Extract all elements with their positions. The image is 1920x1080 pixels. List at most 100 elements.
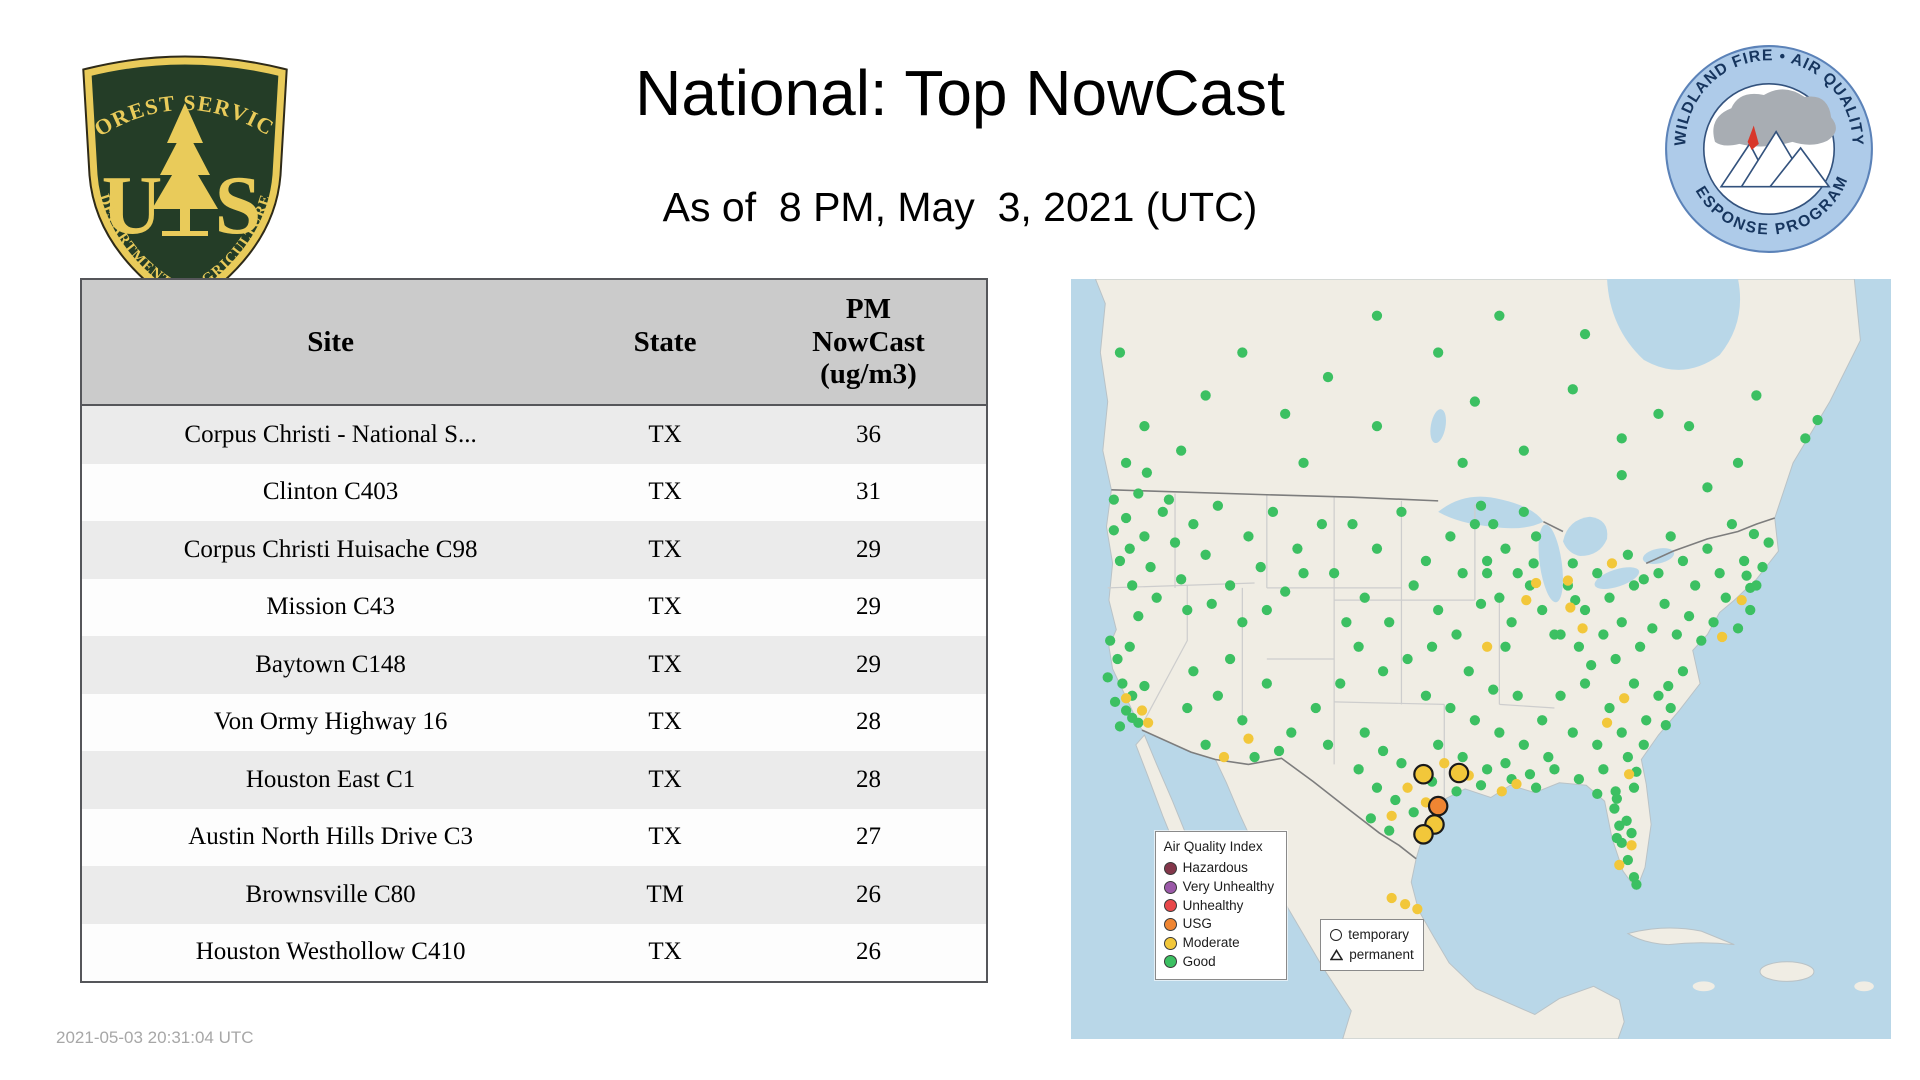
monitor-dot-good [1310,702,1321,714]
monitor-dot-good [1433,347,1444,358]
monitor-dot-moderate [1565,602,1576,613]
column-header-state: State [633,325,697,358]
monitor-dot-good [1481,764,1493,775]
monitor-dot-moderate [1614,859,1625,871]
table-row: Von Ormy Highway 16 TX 28 [82,693,986,751]
monitor-dot-moderate [1530,577,1542,589]
monitor-dot-good [1273,745,1285,757]
monitor-dot-moderate [1386,810,1397,822]
monitor-dot-good [1114,347,1126,358]
monitor-dot-good [1567,384,1578,395]
monitor-dot-good [1530,782,1542,793]
monitor-dot-good [1322,371,1334,383]
monitor-dot-good [1720,592,1731,603]
monitor-dot-moderate [1136,705,1148,716]
monitor-dot-good [1120,705,1132,716]
monitor-dot-good [1763,537,1774,548]
monitor-dot-good [1157,506,1168,518]
value-cell: 29 [855,650,881,678]
monitor-dot-good [1659,598,1670,609]
monitor-dot-good [1702,482,1713,493]
monitor-dot-good [1567,558,1578,569]
aqi-legend-item: Unhealthy [1163,897,1275,916]
monitor-dot-moderate [1716,631,1728,643]
monitor-dot-good [1800,433,1811,444]
monitor-dot-good [1188,666,1199,677]
monitor-dot-moderate [1623,769,1635,780]
monitor-dot-good [1298,568,1309,579]
lake-erie [1594,567,1640,589]
monitor-dot-good [1249,751,1260,763]
site-cell: Corpus Christi Huisache C98 [183,535,478,563]
lake-winnipeg [1430,409,1446,444]
monitor-dot-good [1212,500,1224,511]
monitor-dot-good [1322,739,1334,750]
monitor-dot-good [1255,561,1266,573]
monitor-dot-good [1665,531,1676,542]
table-row: Houston East C1 TX 28 [82,751,986,809]
monitor-dot-good [1592,788,1603,799]
aqi-legend-items: Hazardous Very Unhealthy Unhealthy USG Moder… [1163,859,1275,971]
aqi-label: Unhealthy [1182,897,1244,913]
monitor-dot-good [1469,396,1481,407]
monitor-dot-good [1638,739,1649,750]
monitor-dot-good [1614,820,1625,831]
site-cell: Houston Westhollow C410 [195,938,466,966]
monitor-dot-good [1653,690,1664,701]
monitor-dot-good [1124,543,1135,554]
monitor-dot-good [1757,561,1768,573]
monitor-dot-good [1243,531,1254,542]
monitor-dot-good [1702,543,1713,554]
monitor-dot-good [1506,617,1517,628]
monitor-dot-good [1677,666,1689,677]
monitor-dot-good [1573,773,1585,785]
monitor-dot-good [1745,582,1756,594]
aqi-legend-item: Hazardous [1163,859,1275,878]
value-cell: 28 [855,708,881,736]
monitor-dot-good [1598,764,1609,775]
monitor-dot-good [1741,570,1752,581]
monitor-dot-good [1124,641,1135,652]
aqi-swatch [1163,936,1177,950]
monitor-dot-good [1224,653,1236,665]
aqi-swatch [1163,899,1177,913]
monitor-dot-moderate [1120,693,1132,704]
monitor-dot-good [1518,445,1529,456]
table-row: Corpus Christi - National S... TX 36 [82,406,986,464]
value-cell: 29 [855,593,881,621]
monitor-dot-good [1570,595,1581,606]
jamaica-island [1692,981,1715,992]
monitor-dot-good [1714,568,1725,579]
smoke-cloud-icon [1713,89,1836,147]
monitor-dot-good [1745,604,1756,616]
monitor-dot-good [1127,580,1138,591]
monitor-dot-good [1139,680,1150,692]
us-borders [1111,489,1775,860]
monitor-dot-good [1748,528,1760,540]
monitor-dot-good [1726,519,1738,530]
monitor-dot-good [1408,807,1419,818]
hispaniola-island [1759,961,1815,982]
temporary-label: temporary [1348,926,1410,942]
monitor-dot-good [1592,568,1603,579]
monitor-dot-good [1690,580,1701,591]
monitor-dot-good [1445,531,1456,542]
aqi-swatch [1163,918,1177,932]
monitor-dot-good [1188,519,1199,530]
monitor-dot-good [1665,702,1676,714]
monitor-dot-good [1108,525,1119,536]
monitor-dot-good [1604,702,1615,714]
monitor-dot-good [1267,506,1279,518]
monitor-dot-good [1537,604,1548,616]
monitor-dot-good [1660,720,1671,731]
monitor-dot-good [1390,794,1401,806]
table-row: Corpus Christi Huisache C98 TX 29 [82,521,986,579]
monitor-dot-moderate [1412,903,1423,915]
monitor-dot-moderate [1142,717,1154,728]
monitor-dot-good [1611,793,1622,804]
monitor-dot-good [1105,635,1116,646]
monitor-dot-good [1616,433,1627,444]
table-row: Austin North Hills Drive C3 TX 27 [82,808,986,866]
monitor-dot-good [1481,568,1493,579]
